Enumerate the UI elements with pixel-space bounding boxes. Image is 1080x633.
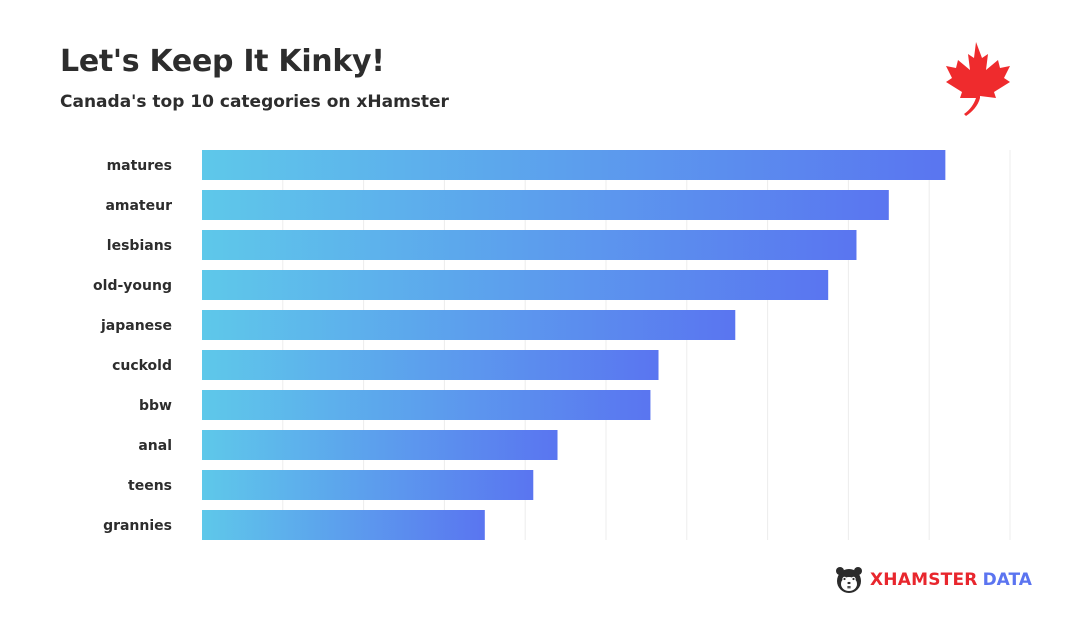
bar-amateur (202, 190, 889, 220)
bar-old-young (202, 270, 829, 300)
bar-cuckold (202, 350, 659, 380)
category-label: lesbians (107, 238, 172, 254)
category-label: cuckold (112, 358, 172, 374)
bar-lesbians (202, 230, 857, 260)
bar-japanese (202, 310, 736, 340)
bar-anal (202, 430, 558, 460)
category-label: japanese (100, 318, 172, 334)
category-label: amateur (105, 198, 172, 214)
brand-logo: XHAMSTER DATA (834, 562, 1032, 598)
hamster-logo-icon (836, 567, 862, 593)
category-labels: matures amateur lesbians old-young japanese c… (93, 158, 172, 534)
category-label: anal (138, 438, 172, 454)
chart-title: Let's Keep It Kinky! (60, 44, 385, 79)
brand-data-label: DATA (982, 570, 1032, 590)
bar-teens (202, 470, 534, 500)
category-label: grannies (103, 518, 172, 534)
bar-bbw (202, 390, 651, 420)
chart-subtitle: Canada's top 10 categories on xHamster (60, 92, 449, 112)
category-label: matures (107, 158, 172, 174)
category-label: teens (128, 478, 172, 494)
bar-grannies (202, 510, 485, 540)
brand-name: XHAMSTER (870, 570, 978, 590)
bars (202, 150, 946, 540)
maple-leaf-icon (946, 42, 1010, 116)
category-label: old-young (93, 278, 172, 294)
category-label: bbw (139, 398, 172, 414)
bar-matures (202, 150, 946, 180)
